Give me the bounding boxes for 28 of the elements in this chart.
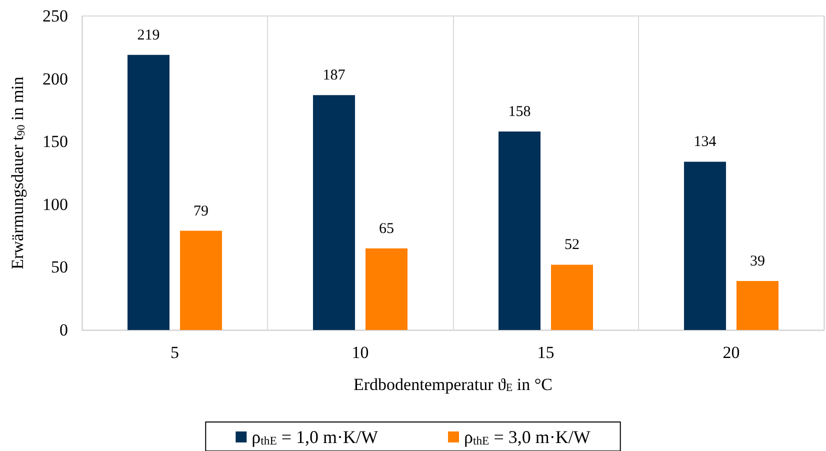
y-tick-label: 250 [42,6,68,26]
x-tick-label: 20 [722,343,740,362]
data-label: 39 [750,254,765,270]
bar [736,281,778,330]
x-tick-label: 10 [352,343,369,362]
data-label: 158 [508,104,531,120]
y-tick-label: 100 [42,194,68,214]
bar [551,264,593,330]
x-tick-label: 5 [170,343,179,362]
y-tick-label: 200 [42,69,68,88]
bar [366,248,408,330]
data-label: 65 [379,220,394,237]
x-axis-title: Erdbodentemperatur ϑE in °C [354,374,553,394]
data-label: 187 [322,68,346,84]
data-label: 52 [564,237,580,254]
data-label: 134 [694,134,717,150]
data-label: 79 [194,203,208,220]
bar [684,162,726,330]
x-tick-label: 15 [537,343,554,362]
y-tick-label: 150 [42,132,68,152]
bar [180,230,222,330]
bar [498,132,540,330]
y-axis-title: Erwärmungsdauer t90 in min [8,76,28,270]
bar [128,54,170,330]
y-tick-label: 50 [51,258,68,277]
bar [313,95,355,330]
y-tick-label: 0 [60,320,68,340]
data-label: 219 [137,27,160,44]
